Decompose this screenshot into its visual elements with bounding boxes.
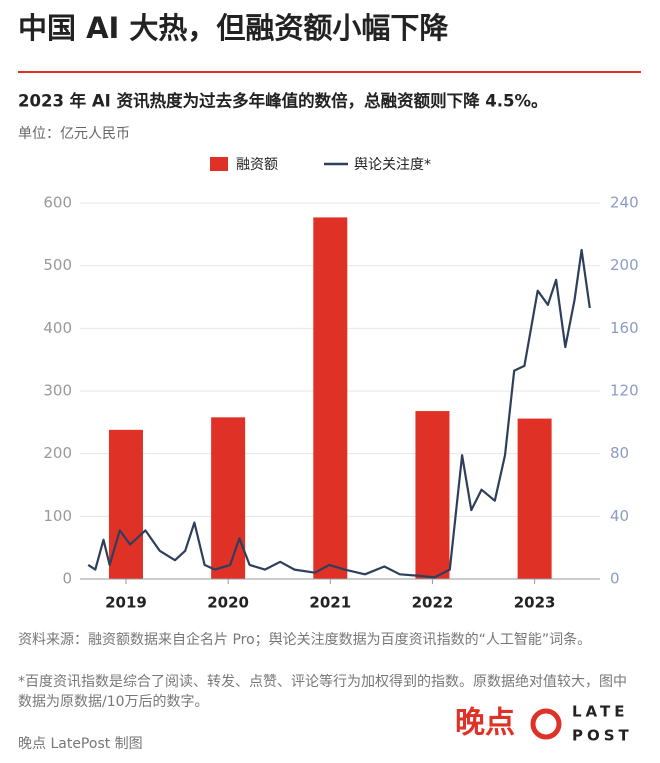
subtitle: 2023 年 AI 资讯热度为过去多年峰值的数倍，总融资额则下降 4.5%。: [18, 91, 548, 111]
legend-label: 舆论关注度*: [354, 157, 431, 173]
legend-label: 融资额: [236, 157, 278, 173]
x-tick-label: 2022: [412, 594, 454, 612]
bar: [415, 411, 450, 579]
logo-circle: [530, 708, 562, 740]
y2-tick-label: 80: [610, 444, 629, 462]
bar: [211, 417, 246, 579]
logo-cn: 晚点: [455, 706, 515, 741]
y2-tick-label: 120: [610, 382, 639, 400]
x-tick-label: 2019: [105, 594, 147, 612]
logo-en-bottom: POST: [572, 727, 633, 745]
chart-title: 中国 AI 大热，但融资额小幅下降: [18, 11, 449, 45]
bar: [108, 429, 143, 579]
y-tick-label: 100: [43, 507, 72, 525]
bar: [517, 418, 552, 579]
y-tick-label: 400: [43, 319, 72, 337]
credit: 晚点 LatePost 制图: [18, 736, 143, 752]
x-tick-label: 2020: [207, 594, 249, 612]
y2-tick-label: 160: [610, 319, 639, 337]
unit-label: 单位：亿元人民币: [18, 126, 130, 142]
line: [87, 248, 591, 579]
y2-tick-label: 240: [610, 194, 639, 212]
source-note: 资料来源：融资额数据来自企名片 Pro；舆论关注度数据为百度资讯指数的“人工智能…: [18, 632, 592, 648]
y-tick-label: 600: [43, 194, 72, 212]
y2-tick-label: 200: [610, 256, 639, 274]
legend-swatch: [210, 157, 228, 171]
y2-tick-label: 0: [610, 570, 620, 588]
y-tick-label: 500: [43, 256, 72, 274]
y-tick-label: 0: [62, 570, 72, 588]
y-tick-label: 200: [43, 444, 72, 462]
x-tick-label: 2021: [309, 594, 351, 612]
footnote: *百度资讯指数是综合了阅读、转发、点赞、评论等行为加权得到的指数。原数据绝对值较…: [18, 674, 627, 710]
x-tick-label: 2023: [514, 594, 556, 612]
y2-tick-label: 40: [610, 507, 629, 525]
bar: [313, 217, 348, 579]
y-tick-label: 300: [43, 382, 72, 400]
logo-en-top: LATE: [572, 703, 628, 721]
